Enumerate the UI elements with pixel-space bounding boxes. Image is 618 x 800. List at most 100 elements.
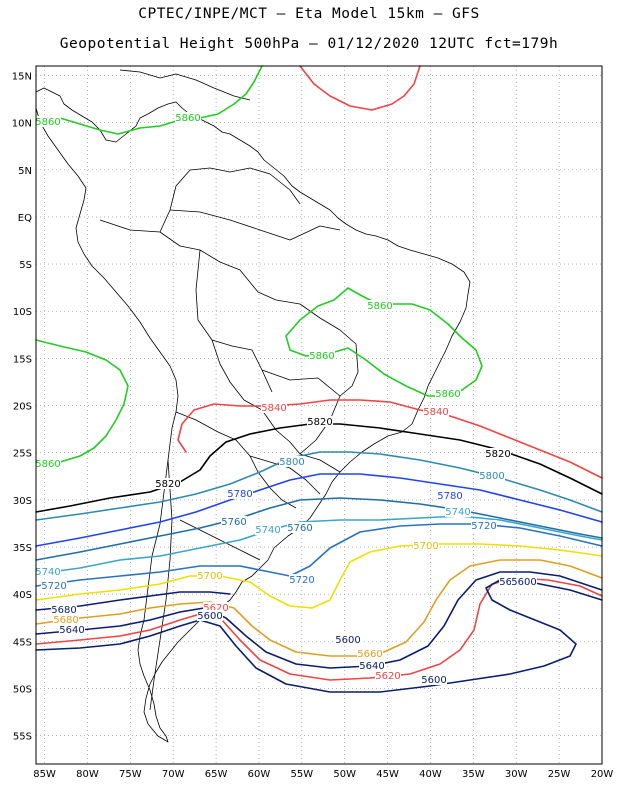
contour-label: 5860 (435, 389, 460, 400)
lat-tick-label: 45S (13, 637, 32, 648)
contour-label-bg (255, 524, 281, 535)
contour-label-bg (479, 470, 505, 481)
contour-label-bg (227, 488, 253, 499)
contour-label-bg (35, 566, 61, 577)
contour-label: 5860 (35, 117, 60, 128)
contour-label-bg (197, 570, 223, 581)
contour-5800 (35, 451, 603, 521)
contour-label-bg (435, 388, 461, 399)
contour-label: 5740 (35, 567, 60, 578)
contour-5740 (35, 515, 603, 575)
contour-label: 5680 (53, 615, 78, 626)
contour-5700 (35, 543, 603, 609)
contour-label: 5860 (175, 113, 200, 124)
lon-tick-label: 75W (119, 769, 142, 780)
contour-5760 (35, 497, 603, 561)
lon-tick-label: 50W (333, 769, 356, 780)
contour-5840-mid (177, 399, 603, 479)
contour-5600 (35, 579, 603, 693)
contour-label: 5600 (197, 611, 222, 622)
lon-tick-label: 25W (548, 769, 571, 780)
contour-label-bg (471, 520, 497, 531)
contour-label: 5600 (335, 635, 360, 646)
contour-label-bg (423, 406, 449, 417)
lat-tick-label: 5S (19, 260, 32, 271)
lat-tick-label: EQ (18, 213, 32, 224)
caribbean-coast (119, 69, 251, 101)
contour-label-bg (221, 516, 247, 527)
contour-5860-west (35, 339, 129, 467)
lat-tick-label: 10S (13, 307, 32, 318)
lat-tick-label: 15S (13, 354, 32, 365)
contour-labels: 5860 5860 5860 5860 5860 5860 5840 5840 5820 5820… (35, 112, 537, 686)
contour-label: 5720 (41, 581, 66, 592)
south-america-coastline (35, 87, 471, 743)
contour-label-bg (279, 456, 305, 467)
contour-label-bg (445, 506, 471, 517)
contour-label-bg (261, 402, 287, 413)
lat-tick-label: 5N (18, 166, 32, 177)
contour-label-bg (485, 448, 511, 459)
contour-label-bg (197, 610, 223, 621)
contour-label-bg (511, 576, 537, 587)
contour-5860-north (35, 65, 263, 135)
contour-label-bg (35, 116, 61, 127)
contour-label: 5720 (289, 575, 314, 586)
contour-label-bg (359, 660, 385, 671)
contour-label-bg (413, 540, 439, 551)
contour-label: 5760 (287, 523, 312, 534)
contour-label-bg (287, 522, 313, 533)
contour-label-bg (35, 458, 61, 469)
lon-tick-label: 85W (33, 769, 56, 780)
contour-label-bg (367, 300, 393, 311)
lon-tick-label: 30W (505, 769, 528, 780)
contour-label-bg (357, 648, 383, 659)
contour-label-bg (175, 112, 201, 123)
contour-label: 5720 (471, 521, 496, 532)
lat-tick-label: 15N (12, 71, 32, 82)
contour-label: 5700 (197, 571, 222, 582)
contour-label: 5820 (307, 417, 332, 428)
map-frame (35, 65, 603, 765)
contour-5620 (35, 577, 603, 681)
contour-5640 (35, 571, 603, 669)
lat-tick-label: 20S (13, 402, 32, 413)
lon-tick-label: 70W (162, 769, 185, 780)
contour-label-bg (51, 604, 77, 615)
lon-tick-label: 35W (462, 769, 485, 780)
lat-tick-label: 55S (13, 732, 32, 743)
contour-label: 5740 (255, 525, 280, 536)
title-line-2: Geopotential Height 500hPa – 01/12/2020 … (59, 36, 559, 52)
lon-tick-label: 65W (205, 769, 228, 780)
contour-label: 5800 (479, 471, 504, 482)
contour-label-bg (421, 674, 447, 685)
contour-5680 (35, 591, 231, 611)
lon-tick-label: 20W (591, 769, 614, 780)
contour-label-bg (375, 670, 401, 681)
contour-label: 5780 (437, 491, 462, 502)
lon-tick-label: 55W (291, 769, 314, 780)
contour-label: 5700 (413, 541, 438, 552)
axis-tick-labels: 85W 80W 75W 70W 65W 60W 55W 50W 45W 40W 35W 30W 25W 2… (12, 71, 614, 780)
lat-tick-label: 30S (13, 496, 32, 507)
lon-tick-label: 60W (248, 769, 271, 780)
contour-label-bg (437, 490, 463, 501)
contour-label: 5620 (375, 671, 400, 682)
lat-tick-label: 50S (13, 685, 32, 696)
contour-label: 5760 (221, 517, 246, 528)
contour-label: 5640 (59, 625, 84, 636)
contour-5660 (35, 559, 603, 657)
graticule (36, 66, 603, 764)
contour-label: 5860 (309, 351, 334, 362)
contour-label: 5800 (279, 457, 304, 468)
contour-label-bg (307, 416, 333, 427)
country-borders (99, 167, 359, 711)
contour-label-bg (155, 478, 181, 489)
lat-tick-label: 10N (12, 119, 32, 130)
contour-label-bg (59, 624, 85, 635)
contour-5840-north (299, 65, 421, 111)
lon-tick-label: 80W (76, 769, 99, 780)
contour-5780 (35, 473, 603, 547)
contour-label: 5660 (357, 649, 382, 660)
